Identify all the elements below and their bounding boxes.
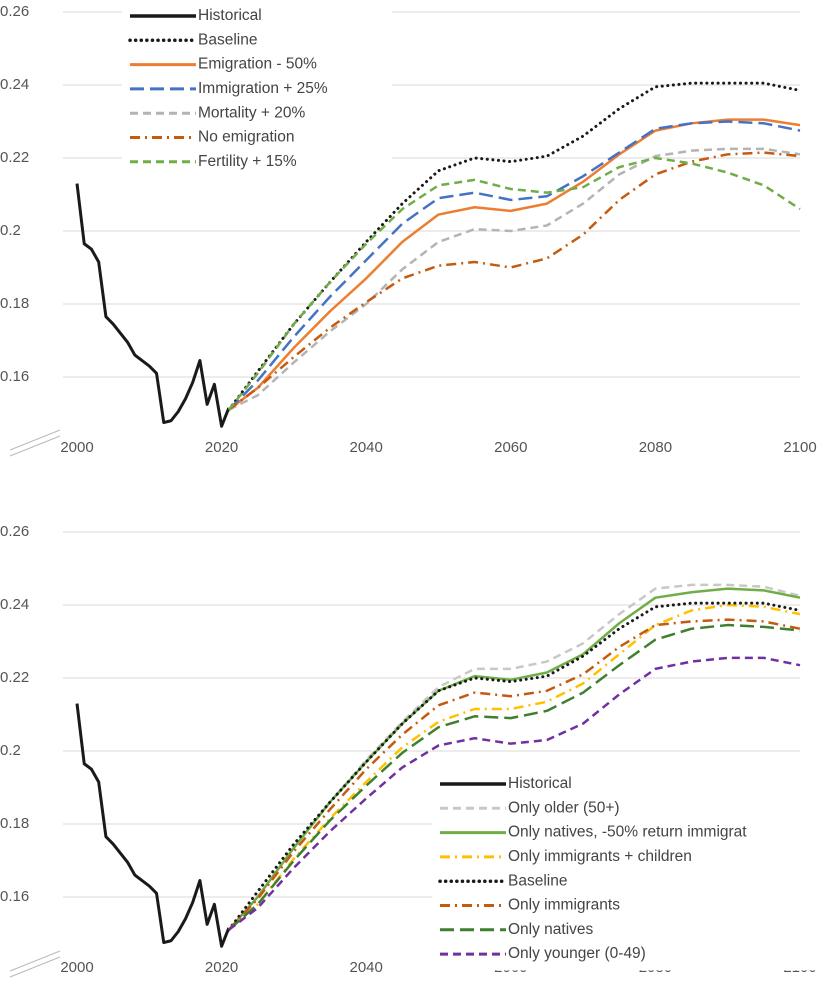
legend-background [122, 2, 392, 179]
legend-label: Only older (50+) [508, 799, 620, 816]
lines [75, 583, 802, 948]
legend-label: Only younger (0-49) [508, 945, 646, 962]
chart: 0.160.180.20.220.240.2620002020204020602… [0, 523, 828, 976]
legend-label: Mortality + 20% [198, 104, 305, 121]
legend-label: Historical [508, 775, 572, 792]
legend-background [432, 770, 828, 971]
series-line [227, 618, 801, 931]
legend-label: Only immigrants [508, 897, 620, 914]
axis-break [9, 956, 61, 978]
axis-break [9, 435, 61, 457]
y-tick-label: 0.24 [0, 596, 29, 613]
legend: Historical Baseline Emigration - 50% Immigr… [128, 7, 328, 170]
y-tick-label: 0.16 [0, 888, 29, 905]
axis-break [9, 950, 61, 972]
y-tick-label: 0.2 [0, 222, 21, 239]
y-tick-label: 0.26 [0, 523, 29, 540]
legend: Historical Only older (50+) Only natives, … [438, 775, 747, 962]
series-line [227, 587, 801, 931]
x-tick-label: 2080 [639, 439, 672, 456]
y-tick-label: 0.24 [0, 76, 29, 93]
chart: 0.16 0.18 0.2 0.22 0.24 0.26 2000 2020 2040 2060 2… [0, 2, 817, 456]
x-tick-label: 2020 [205, 439, 238, 456]
axis-break [9, 429, 61, 451]
series-line [75, 183, 231, 428]
legend-label: Baseline [198, 31, 257, 48]
series-line [228, 623, 801, 931]
x-tick-label: 2020 [205, 959, 238, 976]
legend-label: Only natives, -50% return immigrat [508, 824, 747, 841]
legend-label: Baseline [508, 872, 567, 889]
legend-label: Fertility + 15% [198, 153, 297, 170]
y-tick-label: 0.26 [0, 3, 29, 20]
y-tick-label: 0.16 [0, 368, 29, 385]
series-line [227, 120, 801, 411]
legend-label: Historical [198, 7, 262, 24]
legend-label: Only natives [508, 921, 594, 938]
y-tick-label: 0.18 [0, 815, 29, 832]
series-line [228, 151, 801, 411]
y-tick-label: 0.22 [0, 149, 29, 166]
x-tick-label: 2040 [350, 439, 383, 456]
series-line [228, 147, 801, 411]
legend-label: No emigration [198, 129, 295, 146]
x-tick-label: 2100 [783, 439, 816, 456]
series-line [228, 656, 801, 931]
y-tick-label: 0.18 [0, 295, 29, 312]
series-line [227, 601, 802, 932]
x-tick-label: 2060 [494, 439, 527, 456]
x-tick-label: 2040 [350, 959, 383, 976]
lines [75, 81, 802, 428]
series-line [75, 703, 231, 948]
series-line [227, 156, 801, 411]
y-tick-label: 0.22 [0, 669, 29, 686]
x-tick-label: 2000 [60, 439, 93, 456]
legend-label: Emigration - 50% [198, 56, 317, 73]
legend-label: Only immigrants + children [508, 848, 692, 865]
legend-label: Immigration + 25% [198, 80, 328, 97]
x-tick-label: 2000 [60, 959, 93, 976]
y-tick-label: 0.2 [0, 742, 21, 759]
